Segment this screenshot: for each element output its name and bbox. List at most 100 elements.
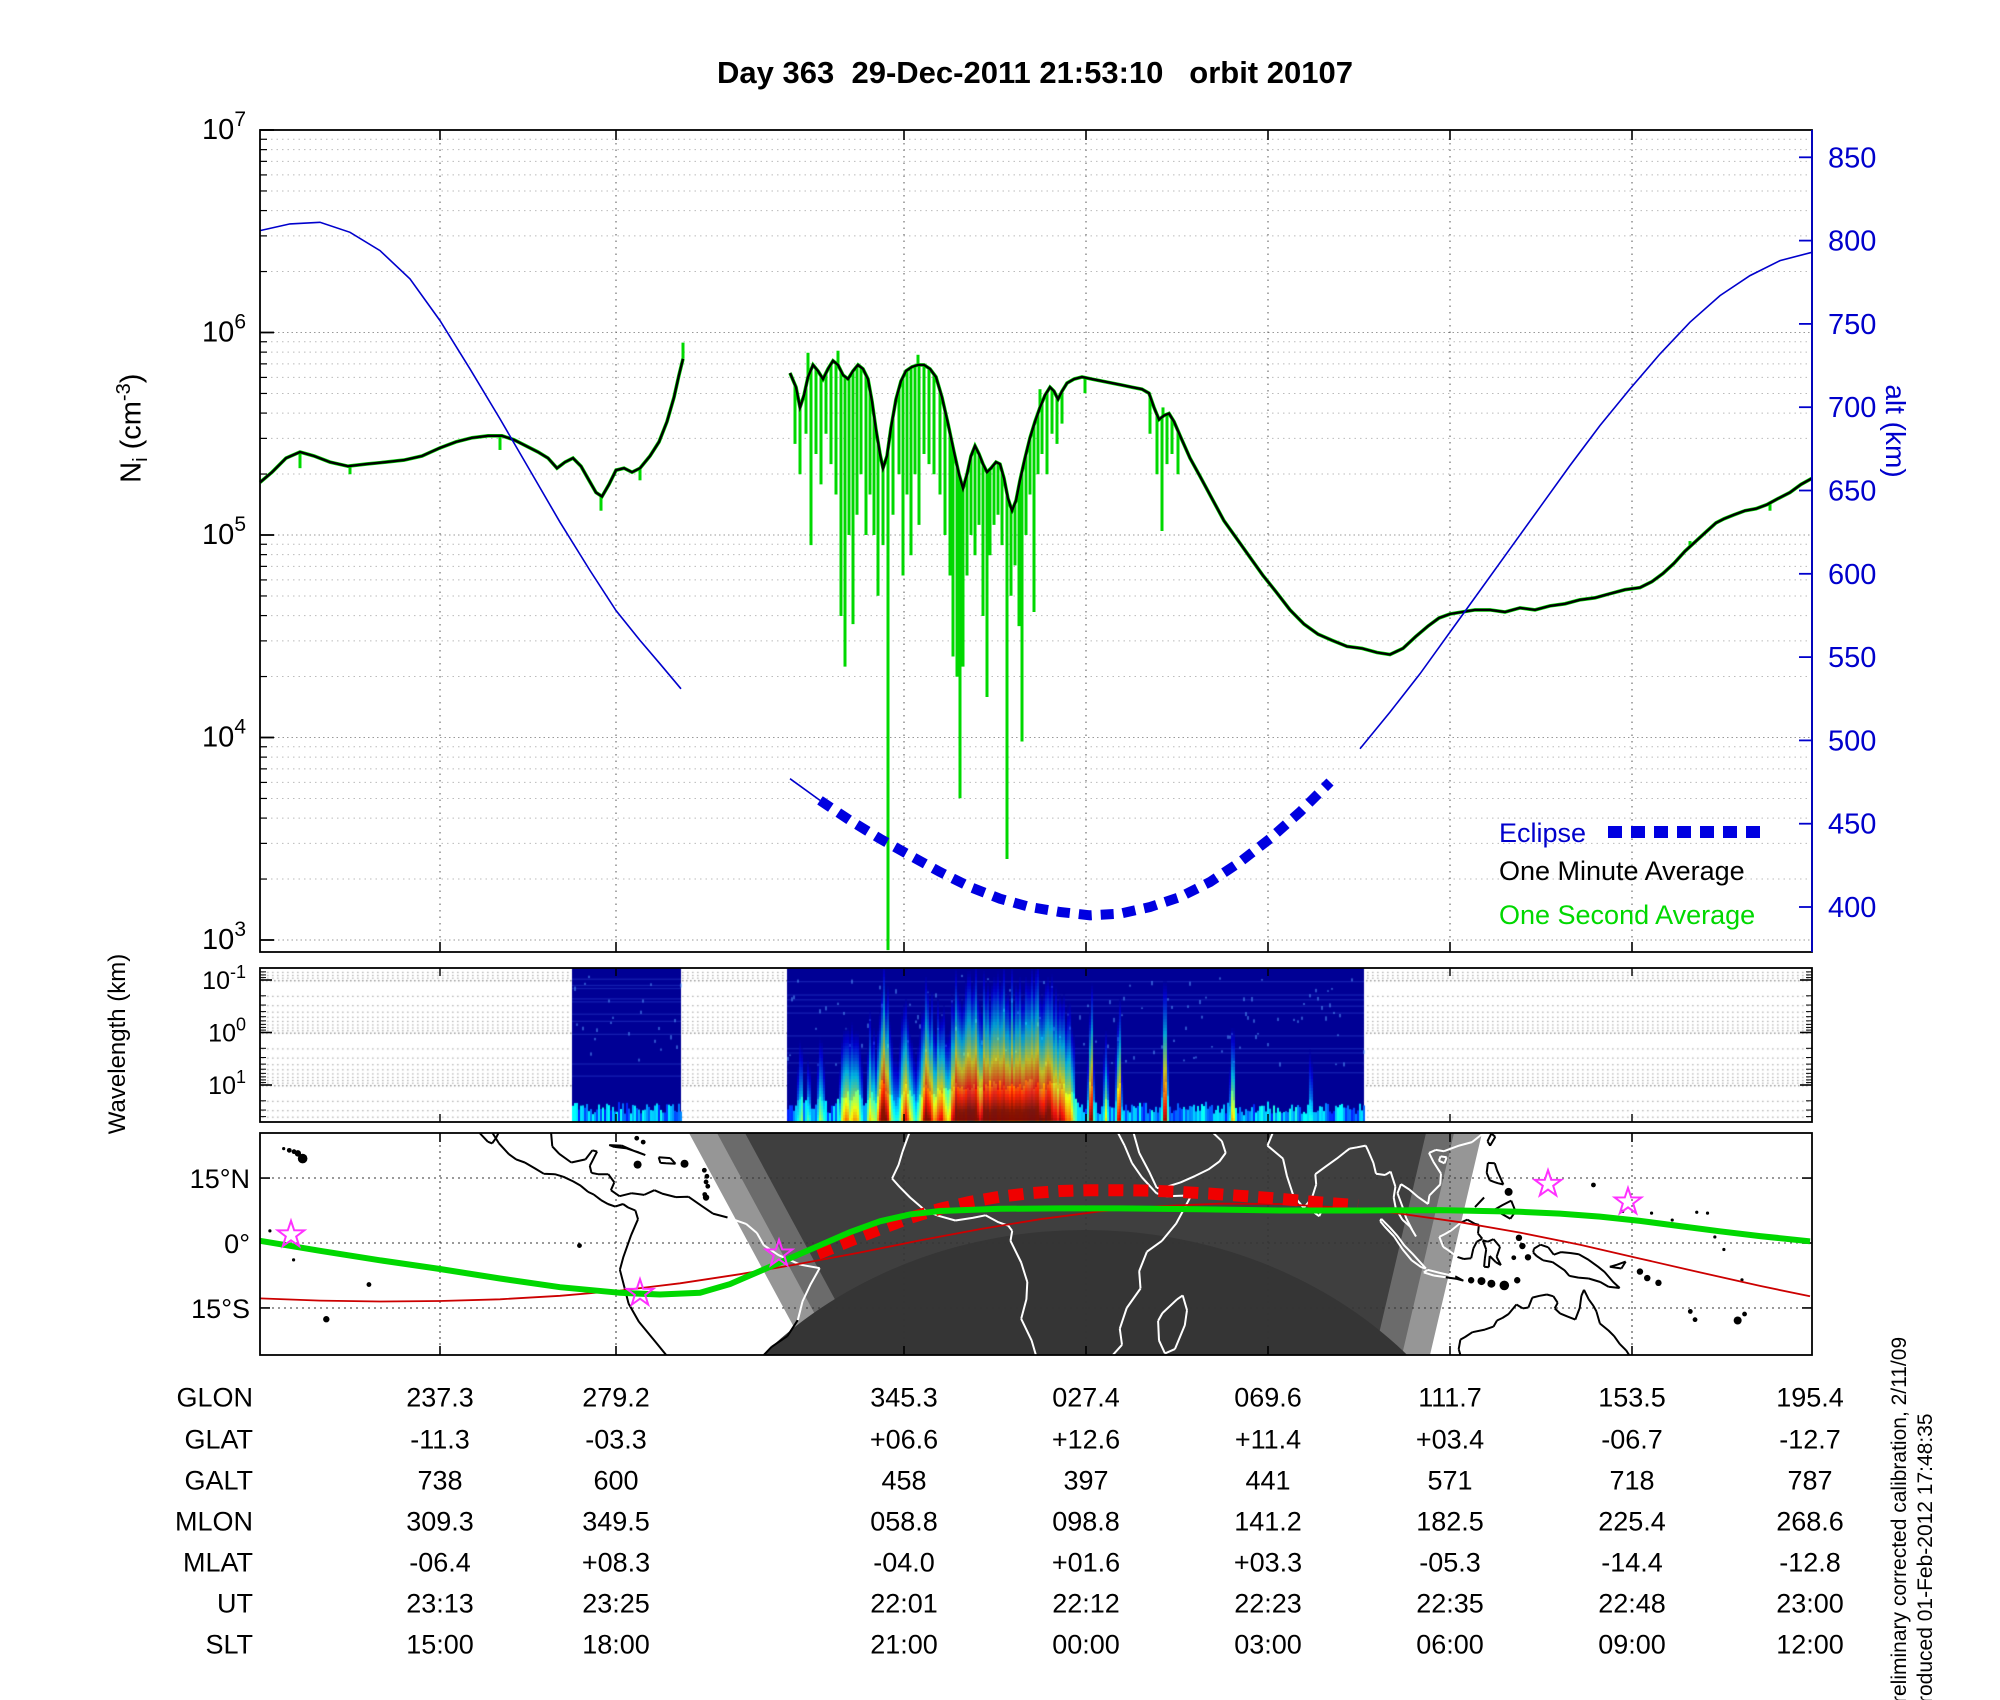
table-cell-slt-1: 18:00	[582, 1629, 650, 1660]
alt-tick-label: 850	[1828, 142, 1876, 174]
table-cell-glat-3: +12.6	[1051, 1424, 1121, 1455]
coastline-day	[1481, 1238, 1502, 1269]
table-cell-galt-5: 571	[1427, 1465, 1473, 1496]
table-cell-galt-0: 738	[417, 1465, 463, 1496]
magnetic-equator-line	[260, 1202, 1811, 1303]
island	[286, 1147, 292, 1153]
island	[1740, 1278, 1744, 1282]
island	[1649, 1211, 1654, 1215]
event-star-marker	[1611, 1184, 1645, 1216]
ni-tick-label: 104	[202, 716, 246, 754]
island	[1515, 1234, 1523, 1242]
table-row-label-slt: SLT	[205, 1629, 253, 1660]
event-star-marker	[274, 1217, 308, 1249]
island	[1591, 1182, 1596, 1188]
alt-tick-label: 750	[1828, 309, 1876, 341]
table-cell-galt-7: 787	[1787, 1465, 1833, 1496]
table-cell-slt-3: 00:00	[1052, 1629, 1120, 1660]
coastline-day	[1457, 1289, 1631, 1355]
table-cell-glon-0: 237.3	[406, 1382, 474, 1413]
island	[1695, 1210, 1699, 1214]
island	[1636, 1268, 1644, 1275]
island	[297, 1153, 308, 1164]
coastline-day	[1486, 1133, 1497, 1147]
coastline-night	[1157, 1294, 1188, 1355]
coastline-day	[1485, 1161, 1505, 1186]
table-cell-glat-5: +03.4	[1415, 1424, 1485, 1455]
altitude-curve	[1359, 251, 1813, 750]
table-cell-galt-2: 458	[881, 1465, 927, 1496]
table-cell-slt-4: 03:00	[1234, 1629, 1302, 1660]
table-cell-mlat-1: +08.3	[581, 1547, 651, 1578]
island	[1722, 1247, 1726, 1252]
island	[1733, 1316, 1742, 1325]
event-star-marker	[1531, 1166, 1565, 1198]
coastline-day	[1474, 1196, 1485, 1208]
legend-eclipse-label: Eclipse	[1499, 818, 1586, 848]
table-cell-galt-6: 718	[1609, 1465, 1655, 1496]
island	[1487, 1279, 1496, 1288]
island	[1692, 1317, 1698, 1323]
island	[1644, 1274, 1651, 1282]
table-cell-galt-4: 441	[1245, 1465, 1291, 1496]
main-plot-background	[260, 130, 1812, 952]
coastline-day	[1445, 1275, 1464, 1282]
map-lat-label: 0°	[224, 1229, 250, 1259]
table-row-label-ut: UT	[217, 1588, 253, 1619]
table-cell-mlon-0: 309.3	[406, 1506, 474, 1537]
island	[1477, 1277, 1486, 1286]
table-cell-mlat-4: +03.3	[1233, 1547, 1303, 1578]
footnote-calibration: Preliminary corrected calibration, 2/11/…	[1888, 1336, 1911, 1700]
ni-tick-label: 103	[202, 918, 246, 956]
table-cell-mlat-2: -04.0	[873, 1547, 935, 1578]
eclipse-segment-dashed	[817, 778, 1334, 921]
table-cell-mlon-6: 225.4	[1598, 1506, 1666, 1537]
wl-tick-label: 10-1	[202, 962, 246, 995]
satellite-ground-track	[259, 1205, 1811, 1298]
coastline-night	[1379, 1218, 1427, 1270]
table-cell-ut-7: 23:00	[1776, 1588, 1844, 1619]
island	[291, 1258, 296, 1262]
table-cell-mlat-5: -05.3	[1419, 1547, 1481, 1578]
table-cell-mlat-6: -14.4	[1601, 1547, 1663, 1578]
island	[323, 1316, 330, 1323]
ni-tick-label: 107	[202, 108, 246, 146]
alt-tick-label: 650	[1828, 476, 1876, 508]
coastline-night	[1438, 1221, 1462, 1258]
island	[1514, 1277, 1521, 1284]
alt-tick-label: 600	[1828, 559, 1876, 591]
coastline-day	[1532, 1243, 1621, 1289]
island	[640, 1139, 646, 1145]
coastline-night	[1437, 1155, 1448, 1165]
alt-tick-label: 400	[1828, 892, 1876, 924]
island	[577, 1243, 582, 1248]
table-cell-galt-1: 600	[593, 1465, 639, 1496]
island	[634, 1135, 640, 1141]
spectrogram-border	[259, 967, 1813, 1123]
island	[1670, 1218, 1674, 1222]
table-cell-glat-1: -03.3	[585, 1424, 647, 1455]
table-cell-ut-1: 23:25	[582, 1588, 650, 1619]
wavelength-spectrogram	[260, 968, 1810, 1122]
table-cell-mlat-3: +01.6	[1051, 1547, 1121, 1578]
table-cell-slt-0: 15:00	[406, 1629, 474, 1660]
alt-tick-label: 700	[1828, 392, 1876, 424]
island	[1519, 1242, 1526, 1250]
table-cell-mlon-1: 349.5	[582, 1506, 650, 1537]
coastline-night	[1266, 1133, 1485, 1238]
one-minute-average-curve	[788, 359, 1813, 656]
island	[1687, 1309, 1693, 1314]
table-cell-ut-2: 22:01	[870, 1588, 938, 1619]
table-cell-glat-4: +11.4	[1234, 1424, 1302, 1455]
table-row-label-galt: GALT	[184, 1465, 253, 1496]
table-cell-mlon-2: 058.8	[870, 1506, 938, 1537]
altitude-curve	[259, 221, 682, 690]
island	[701, 1167, 707, 1173]
one-minute-average-curve	[259, 358, 685, 499]
table-cell-ut-6: 22:48	[1598, 1588, 1666, 1619]
table-cell-ut-3: 22:12	[1052, 1588, 1120, 1619]
eclipse-ground-track	[815, 1184, 1359, 1260]
coastline-night	[1423, 1268, 1456, 1279]
alt-tick-label: 500	[1828, 725, 1876, 757]
